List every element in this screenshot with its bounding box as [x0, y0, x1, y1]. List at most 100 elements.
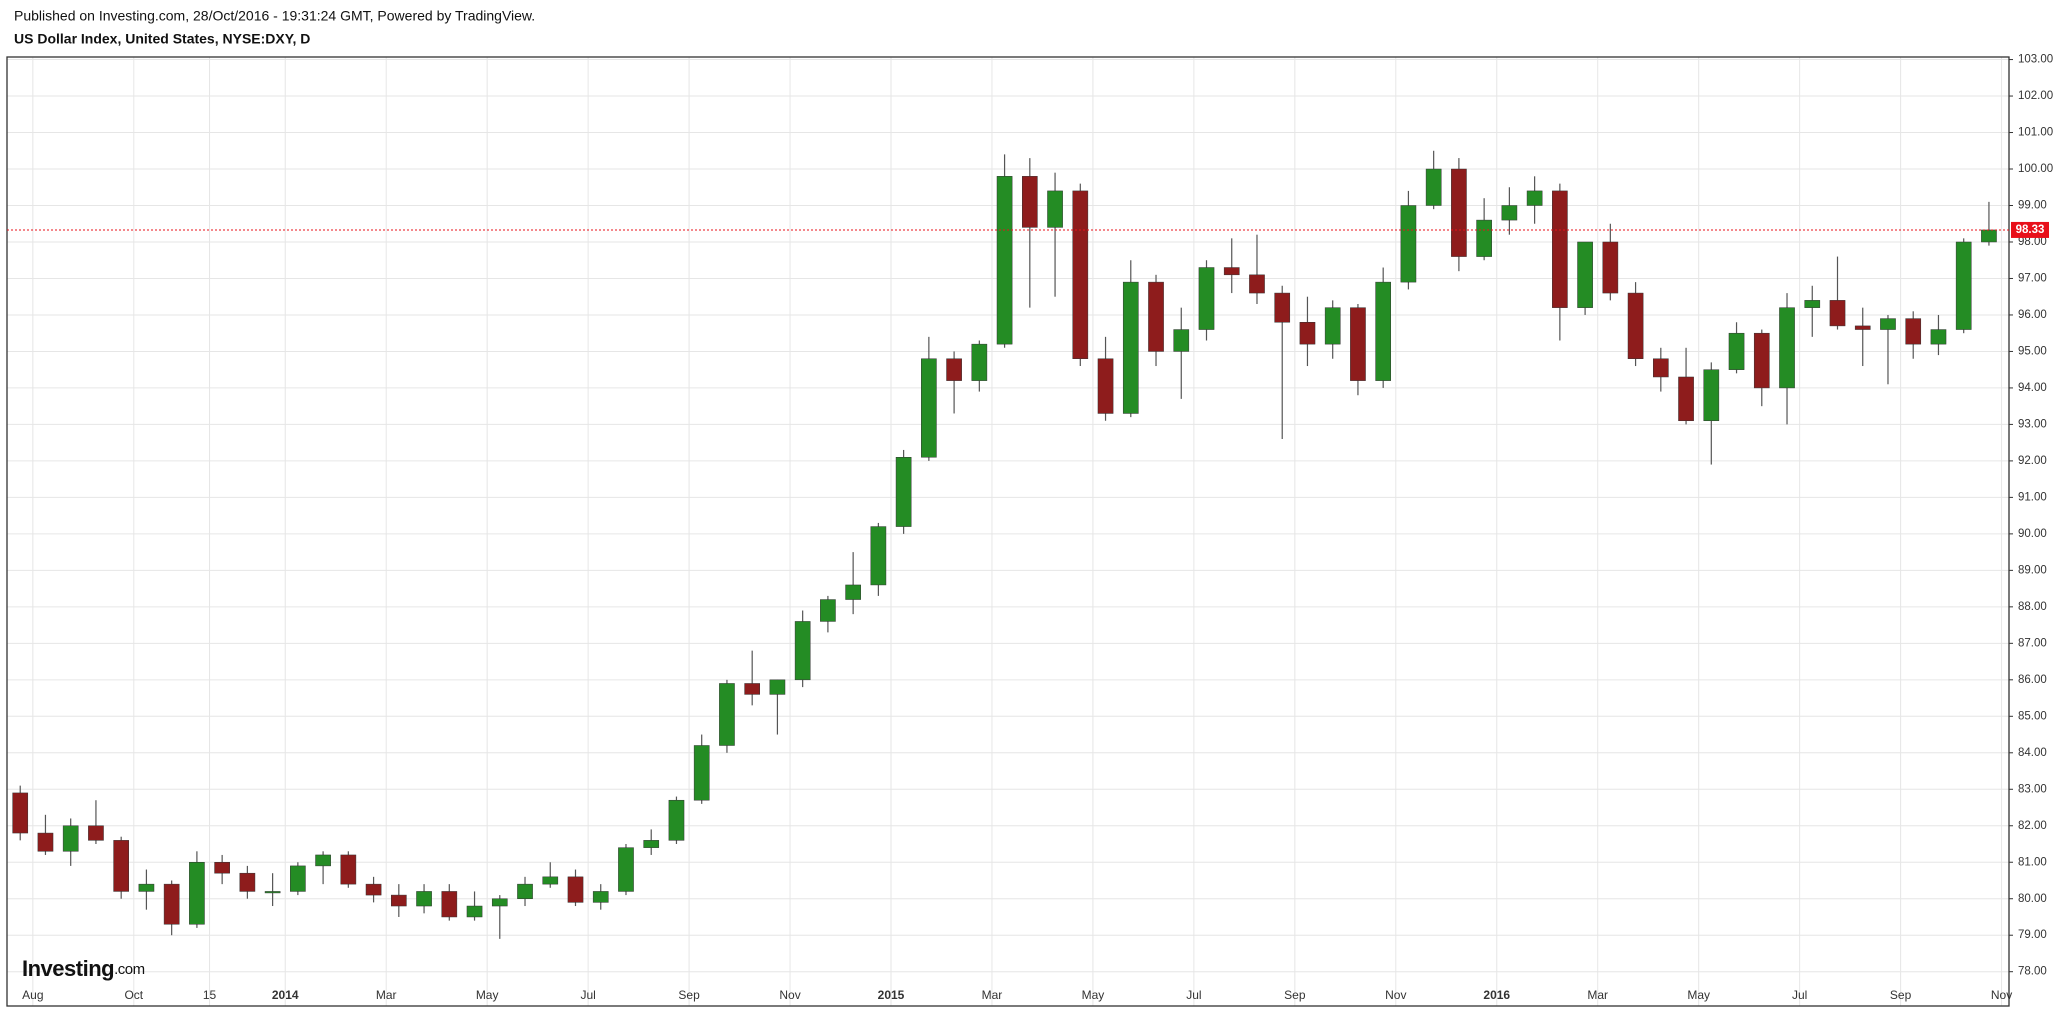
logo: Investing.com — [22, 956, 145, 981]
candle-body — [1425, 168, 1442, 206]
candle-body — [37, 832, 54, 852]
candle-body — [163, 883, 180, 925]
candle-body — [441, 891, 458, 918]
y-tick-label: 103.00 — [2018, 54, 2053, 66]
y-tick-label: 82.00 — [2018, 820, 2047, 832]
candle-body — [138, 883, 155, 892]
x-tick-label: May — [1687, 988, 1710, 1002]
candle-body — [1981, 229, 1997, 243]
candle-body — [365, 883, 382, 896]
candle-body — [693, 745, 710, 801]
candle-body — [1955, 241, 1972, 330]
candle-body — [340, 854, 357, 885]
plot-frame — [6, 56, 2010, 1007]
candle-body — [1476, 219, 1492, 257]
candle-body — [1703, 369, 1720, 422]
y-tick-label: 101.00 — [2018, 127, 2053, 139]
candle-body — [1072, 190, 1089, 359]
candle-body — [1552, 190, 1568, 308]
x-tick-label: Nov — [779, 988, 800, 1002]
y-tick-label: 78.00 — [2018, 966, 2047, 978]
y-tick-label: 86.00 — [2018, 674, 2047, 686]
candle-body — [1930, 329, 1947, 345]
x-tick-label: 2014 — [272, 988, 299, 1002]
candle-body — [769, 679, 786, 695]
candle-body — [744, 683, 761, 695]
candles — [12, 150, 1997, 939]
x-tick-label: Oct — [124, 988, 143, 1002]
candle-body — [1451, 168, 1467, 257]
y-tick-label: 98.00 — [2018, 236, 2047, 248]
candle-body — [517, 883, 533, 899]
last-price-box — [2011, 221, 2049, 238]
candle-body — [592, 891, 609, 903]
y-tick-label: 85.00 — [2018, 710, 2047, 722]
candle-body — [567, 876, 584, 903]
candle-body — [1753, 332, 1770, 389]
x-tick-label: May — [476, 988, 499, 1002]
candle-body — [820, 599, 836, 622]
candle-body — [1854, 325, 1871, 330]
y-tick-label: 100.00 — [2018, 163, 2053, 175]
candle-body — [1652, 358, 1669, 378]
candle-body — [239, 872, 256, 892]
candle-body — [1602, 241, 1619, 294]
y-tick-label: 89.00 — [2018, 564, 2047, 576]
candle-body — [264, 891, 281, 894]
x-tick-label: 2015 — [878, 988, 905, 1002]
candle-body — [921, 358, 937, 458]
candle-body — [1678, 376, 1694, 422]
x-tick-label: Aug — [22, 988, 43, 1002]
candle-body — [214, 861, 230, 874]
x-tick-label: Sep — [678, 988, 700, 1002]
candle-body — [542, 876, 559, 885]
candle-body — [416, 891, 432, 907]
y-tick-label: 97.00 — [2018, 273, 2047, 285]
candle-body — [719, 683, 735, 746]
candle-body — [315, 854, 331, 867]
candle-body — [1804, 300, 1821, 308]
y-tick-label: 90.00 — [2018, 528, 2047, 540]
y-tick-label: 94.00 — [2018, 382, 2047, 394]
candle-body — [1223, 267, 1240, 276]
candle-body — [1122, 281, 1139, 414]
candle-body — [1526, 190, 1543, 206]
x-tick-label: 15 — [203, 988, 217, 1002]
candle-body — [1249, 274, 1265, 294]
x-tick-label: Jul — [580, 988, 595, 1002]
candle-body — [1501, 205, 1518, 221]
candle-body — [971, 343, 988, 381]
candle-body — [88, 825, 104, 841]
candle-body — [1400, 205, 1417, 283]
candle-body — [845, 584, 861, 600]
y-tick-label: 81.00 — [2018, 856, 2047, 868]
candle-body — [1375, 281, 1392, 381]
candle-body — [870, 526, 887, 586]
candle-body — [1905, 318, 1922, 345]
candle-body — [1173, 329, 1190, 352]
x-tick-label: Nov — [1385, 988, 1406, 1002]
symbol-title: US Dollar Index, United States, NYSE:DXY… — [14, 31, 310, 47]
candle-body — [794, 621, 811, 681]
candle-body — [946, 358, 962, 381]
candle-body — [1350, 307, 1366, 381]
candle-body — [643, 840, 660, 848]
x-tick-label: Nov — [1991, 988, 2012, 1002]
x-tick-label: Sep — [1284, 988, 1306, 1002]
candle-body — [1047, 190, 1063, 228]
y-tick-label: 93.00 — [2018, 418, 2047, 430]
y-tick-label: 96.00 — [2018, 309, 2047, 321]
y-tick-label: 99.00 — [2018, 200, 2047, 212]
candle-body — [1324, 307, 1341, 345]
y-tick-label: 80.00 — [2018, 893, 2047, 905]
candle-body — [996, 176, 1013, 345]
candle-body — [1779, 307, 1795, 389]
candle-body — [62, 825, 79, 852]
y-tick-label: 79.00 — [2018, 929, 2047, 941]
candle-body — [1021, 176, 1038, 228]
y-tick-label: 83.00 — [2018, 783, 2047, 795]
candle-body — [1829, 300, 1846, 327]
x-tick-label: 2016 — [1483, 988, 1510, 1002]
